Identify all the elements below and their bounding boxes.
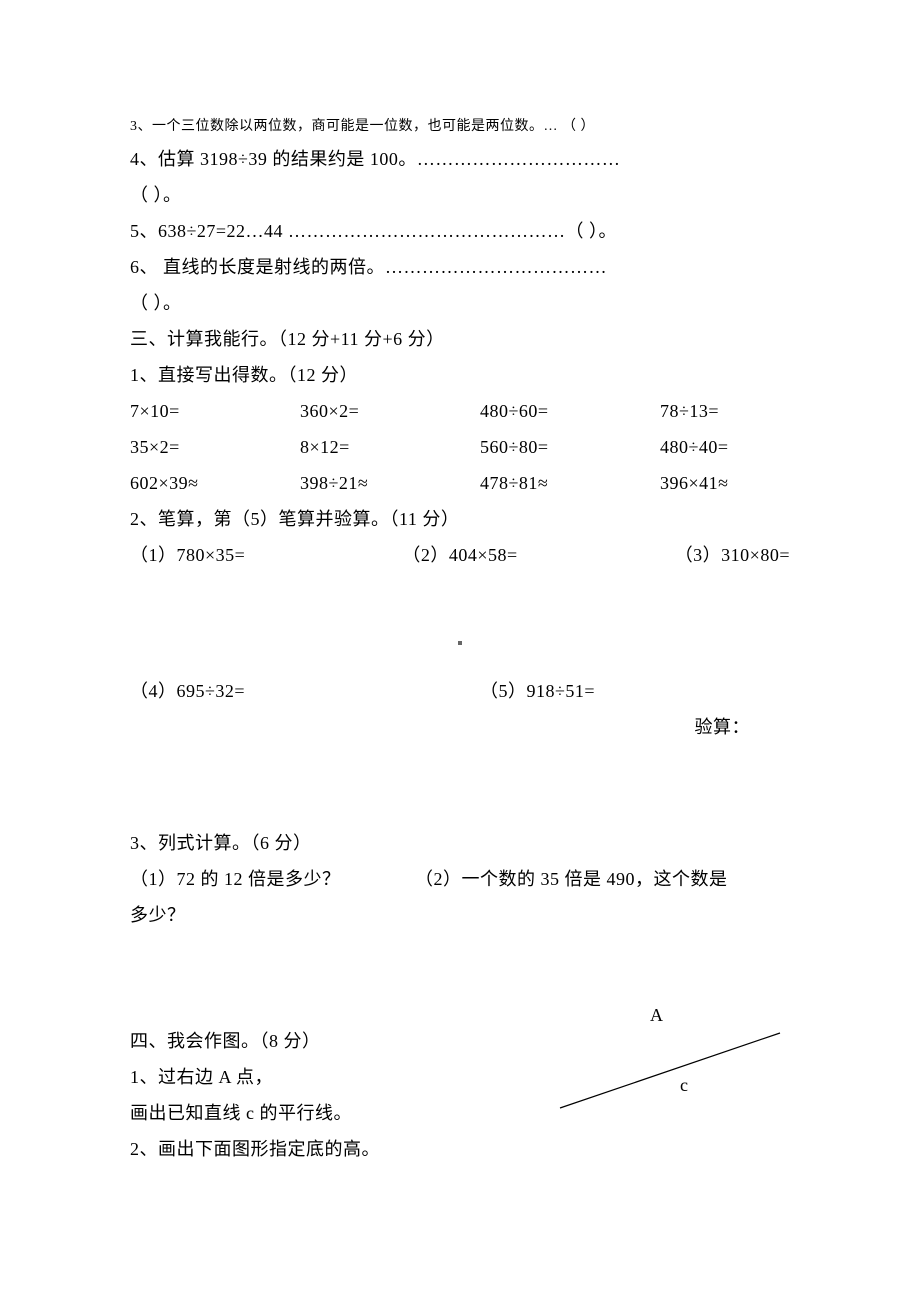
- written-cell: （4）695÷32=: [130, 673, 480, 709]
- drawing-area: A c: [530, 1003, 780, 1123]
- section-3-3-title: 3、列式计算。（6 分）: [130, 825, 790, 861]
- calc-cell: 480÷40=: [660, 429, 790, 465]
- question-5: 5、638÷27=22…44 ………………………………………（ ）。: [130, 213, 790, 249]
- calc-cell: 560÷80=: [480, 429, 660, 465]
- calc-row-3: 602×39≈ 398÷21≈ 478÷81≈ 396×41≈: [130, 465, 790, 501]
- calc-row-1: 7×10= 360×2= 480÷60= 78÷13=: [130, 393, 790, 429]
- calc-cell: 480÷60=: [480, 393, 660, 429]
- list-calc-row: （1）72 的 12 倍是多少？ （2）一个数的 35 倍是 490，这个数是: [130, 861, 790, 897]
- calc-cell: 8×12=: [300, 429, 480, 465]
- written-cell: （3）310×80=: [675, 537, 790, 573]
- written-cell: （2）404×58=: [402, 537, 517, 573]
- calc-cell: 478÷81≈: [480, 465, 660, 501]
- question-4b: （ ）。: [130, 177, 790, 213]
- line-c: [560, 1033, 780, 1108]
- question-6a: 6、 直线的长度是射线的两倍。………………………………: [130, 249, 790, 285]
- section-3-title: 三、计算我能行。（12 分+11 分+6 分）: [130, 321, 790, 357]
- section-4-2: 2、画出下面图形指定底的高。: [130, 1131, 790, 1167]
- question-6b: （ ）。: [130, 285, 790, 321]
- list-calc-2a: （2）一个数的 35 倍是 490，这个数是: [415, 869, 728, 889]
- calc-cell: 78÷13=: [660, 393, 790, 429]
- point-a-label: A: [650, 1005, 663, 1025]
- calc-cell: 7×10=: [130, 393, 300, 429]
- written-row-2: （4）695÷32= （5）918÷51=: [130, 673, 790, 709]
- calc-row-2: 35×2= 8×12= 560÷80= 480÷40=: [130, 429, 790, 465]
- list-calc-2b: 多少？: [130, 897, 790, 933]
- line-diagram: A c: [530, 1003, 780, 1123]
- calc-cell: 602×39≈: [130, 465, 300, 501]
- calc-cell: 396×41≈: [660, 465, 790, 501]
- section-3-1-title: 1、直接写出得数。（12 分）: [130, 357, 790, 393]
- calc-cell: 35×2=: [130, 429, 300, 465]
- written-cell: （5）918÷51=: [480, 673, 595, 709]
- page-marker-icon: [458, 641, 462, 645]
- calc-cell: 360×2=: [300, 393, 480, 429]
- question-3-small: 3、一个三位数除以两位数，商可能是一位数，也可能是两位数。… （ ）: [130, 113, 790, 141]
- section-3-2-title: 2、笔算，第（5）笔算并验算。（11 分）: [130, 501, 790, 537]
- written-cell: （1）780×35=: [130, 537, 245, 573]
- question-4a: 4、估算 3198÷39 的结果约是 100。……………………………: [130, 141, 790, 177]
- calc-cell: 398÷21≈: [300, 465, 480, 501]
- written-row-1: （1）780×35= （2）404×58= （3）310×80=: [130, 537, 790, 573]
- list-calc-1: （1）72 的 12 倍是多少？: [130, 861, 410, 897]
- verify-label: 验算：: [130, 709, 790, 745]
- line-c-label: c: [680, 1075, 688, 1095]
